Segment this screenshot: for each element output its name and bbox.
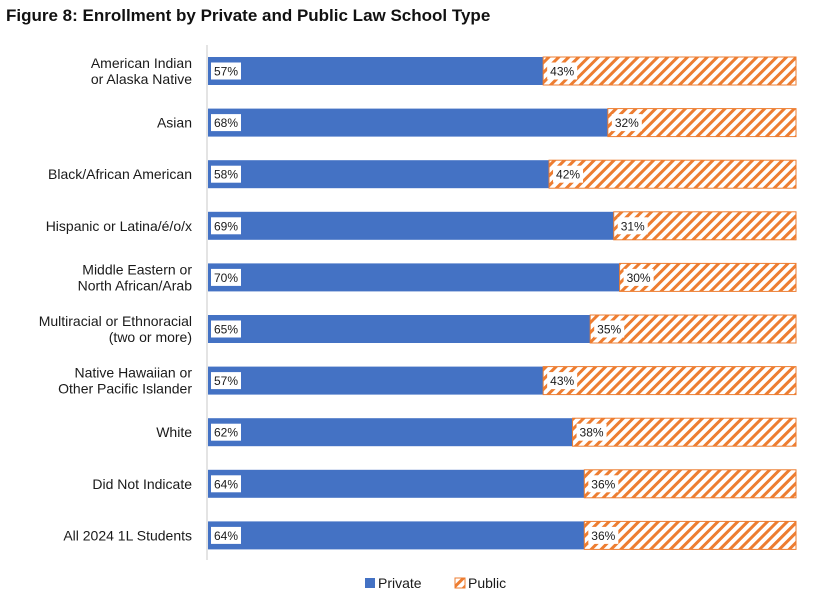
data-label-public: 35% <box>597 323 621 337</box>
data-label-bg <box>211 217 241 235</box>
data-label-bg <box>211 165 241 183</box>
bar-private <box>208 108 608 137</box>
legend-label-public: Public <box>468 575 506 591</box>
bar-private <box>208 521 585 550</box>
data-label-public: 31% <box>621 219 645 233</box>
bar-public <box>589 314 797 344</box>
category-label: Hispanic or Latina/é/o/x <box>46 218 192 234</box>
data-label-bg <box>588 526 619 544</box>
data-label-bg <box>211 268 241 286</box>
category-label: White <box>156 424 192 440</box>
category-label: Multiracial or Ethnoracial (two or more) <box>39 313 192 345</box>
data-label-private: 64% <box>214 529 238 543</box>
data-label-private: 68% <box>214 116 238 130</box>
data-label-bg <box>576 423 607 441</box>
legend-swatch-public <box>454 577 466 589</box>
data-label-bg <box>211 526 241 544</box>
bar-private <box>208 160 550 189</box>
data-label-public: 32% <box>615 116 639 130</box>
data-label-public: 30% <box>627 271 651 285</box>
data-label-private: 69% <box>214 219 238 233</box>
data-label-bg <box>211 114 241 132</box>
bar-private <box>208 315 591 343</box>
data-label-private: 65% <box>214 323 238 337</box>
data-label-private: 57% <box>214 65 238 79</box>
category-label: Asian <box>157 115 192 131</box>
data-label-bg <box>211 423 241 441</box>
bar-private <box>208 211 614 240</box>
category-label: All 2024 1L Students <box>63 527 192 543</box>
data-label-public: 42% <box>556 168 580 182</box>
bar-public <box>542 56 797 86</box>
data-label-private: 62% <box>214 426 238 440</box>
bar-public <box>613 211 797 241</box>
data-label-bg <box>547 372 578 390</box>
data-label-bg <box>623 268 654 286</box>
data-label-public: 43% <box>550 374 574 388</box>
legend-label-private: Private <box>378 575 422 591</box>
legend-swatch-private <box>365 578 375 588</box>
data-label-public: 36% <box>591 529 615 543</box>
category-label: Black/African American <box>48 166 192 182</box>
bar-public <box>583 469 797 499</box>
data-label-public: 38% <box>580 426 604 440</box>
category-label: Did Not Indicate <box>92 476 192 492</box>
data-label-bg <box>588 475 619 493</box>
data-label-public: 36% <box>591 477 615 491</box>
bar-private <box>208 263 620 292</box>
category-label: Middle Eastern or North African/Arab <box>78 261 193 293</box>
bar-public <box>572 417 797 447</box>
data-label-bg <box>547 62 578 80</box>
data-label-bg <box>611 114 642 132</box>
bar-public <box>583 520 797 550</box>
category-label: Native Hawaiian or Other Pacific Islander <box>58 365 192 397</box>
chart-title: Figure 8: Enrollment by Private and Publ… <box>6 6 491 25</box>
data-label-private: 57% <box>214 374 238 388</box>
bar-private <box>208 469 585 498</box>
category-label: American Indian or Alaska Native <box>91 55 192 87</box>
data-label-bg <box>211 372 241 390</box>
data-label-private: 64% <box>214 477 238 491</box>
bar-private <box>208 366 544 395</box>
data-label-bg <box>553 165 584 183</box>
data-label-bg <box>211 62 241 80</box>
data-label-bg <box>211 475 241 493</box>
data-label-bg <box>211 320 241 338</box>
bar-public <box>542 366 797 396</box>
data-label-private: 70% <box>214 271 238 285</box>
data-label-bg <box>594 320 625 338</box>
bar-private <box>208 418 573 447</box>
bar-public <box>548 159 797 189</box>
data-label-public: 43% <box>550 65 574 79</box>
data-label-bg <box>617 217 648 235</box>
bar-private <box>208 57 544 85</box>
data-label-private: 58% <box>214 168 238 182</box>
